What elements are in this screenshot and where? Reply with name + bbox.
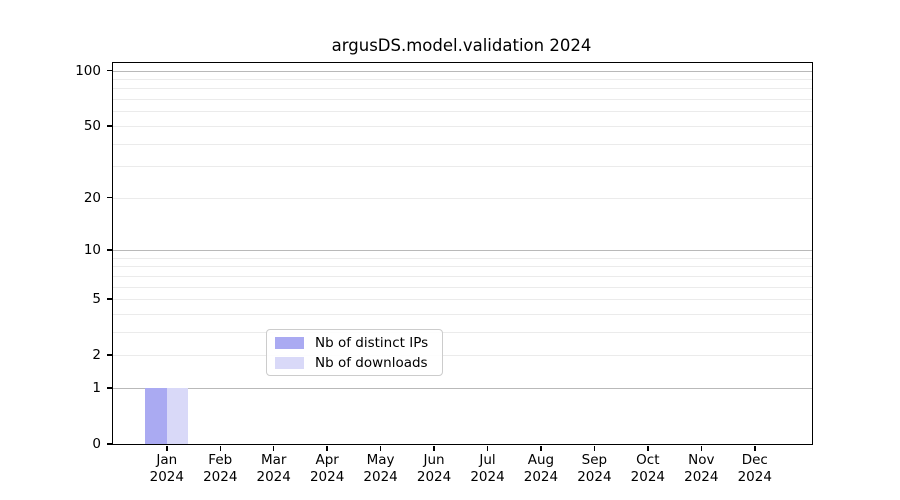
y-gridline-minor [113,99,812,101]
y-gridline-minor [113,286,812,288]
x-tick-year: 2024 [203,469,238,485]
legend-item-distinct-ips: Nb of distinct IPs [275,335,434,351]
y-tick-mark [106,298,112,300]
x-tick-month: Feb [208,452,233,468]
y-gridline-minor [113,111,812,113]
x-tick-month: Apr [315,452,339,468]
x-tick-month: Nov [688,452,715,468]
x-tick-label: Jan 2024 [127,452,207,486]
x-tick-label: May 2024 [341,452,421,486]
bar-nb-of-downloads [166,387,189,444]
x-tick-month: Jan [156,452,178,468]
y-gridline-minor [113,275,812,277]
legend-label-distinct-ips: Nb of distinct IPs [315,334,429,351]
y-gridline-minor [113,143,812,145]
x-tick-mark [647,445,649,451]
y-gridline-major [113,387,812,389]
y-gridline-minor [113,79,812,81]
y-tick-mark [106,249,112,251]
x-tick-month: Sep [581,452,608,468]
y-tick-mark [106,196,112,199]
y-gridline-minor [113,299,812,301]
x-tick-month: Jul [479,452,496,468]
x-tick-mark [272,445,275,451]
y-tick-mark [106,69,112,72]
plot-area: 0 1 2 5 10 20 50 100 Jan 2024 Feb 2024 Mar 2024 Apr 202… [75,62,813,485]
x-tick-year: 2024 [470,469,505,485]
y-tick-mark [106,354,112,356]
y-tick-mark [106,443,112,445]
legend: Nb of distinct IPs Nb of downloads [266,329,443,376]
y-tick-label: 100 [75,62,101,79]
y-tick-label: 5 [92,291,101,308]
x-tick-mark [433,445,435,451]
y-gridline-minor [113,125,812,127]
y-gridline-minor [113,355,812,357]
x-tick-label: Sep 2024 [554,452,634,486]
legend-item-downloads: Nb of downloads [275,355,434,371]
y-tick-label: 2 [92,347,101,364]
x-tick-year: 2024 [416,469,452,485]
y-tick-label: 20 [83,189,101,206]
x-tick-year: 2024 [149,469,184,485]
y-tick-mark [106,387,112,389]
x-tick-mark [166,445,168,451]
x-tick-label: Oct 2024 [608,452,688,486]
chart-title: argusDS.model.validation 2024 [331,36,592,55]
legend-swatch-distinct-ips [275,336,304,349]
x-tick-mark [486,445,489,451]
y-tick-label: 0 [92,436,101,452]
x-tick-mark [754,445,756,451]
x-tick-year: 2024 [630,469,666,485]
y-gridline-minor [113,266,812,268]
x-tick-year: 2024 [256,469,291,485]
y-gridline-minor [113,257,812,259]
x-tick-year: 2024 [523,469,559,485]
x-tick-year: 2024 [363,469,398,485]
x-tick-month: Mar [260,452,287,468]
legend-label-downloads: Nb of downloads [315,354,428,371]
y-tick-label: 50 [83,117,101,134]
y-gridline-major [113,250,812,251]
x-tick-year: 2024 [577,469,612,485]
x-tick-year: 2024 [684,469,719,485]
y-tick-mark [106,125,112,127]
x-tick-mark [700,445,703,451]
x-tick-mark [593,445,596,451]
bar-nb-of-distinct-ips [145,387,167,444]
x-tick-year: 2024 [737,469,772,485]
legend-swatch-downloads [275,356,304,369]
x-tick-mark [379,445,382,451]
x-tick-label: Nov 2024 [661,452,741,486]
x-tick-mark [326,445,328,451]
y-gridline-major [113,70,812,72]
x-tick-label: Jun 2024 [394,452,474,486]
x-tick-mark [219,445,221,451]
y-gridline-minor [113,331,812,333]
x-tick-year: 2024 [309,469,345,485]
x-tick-mark [540,445,542,451]
x-tick-label: Dec 2024 [715,452,795,486]
x-tick-label: Feb 2024 [180,452,260,486]
x-tick-label: Mar 2024 [234,452,314,486]
y-gridline-minor [113,166,812,168]
x-tick-label: Apr 2024 [287,452,367,486]
x-tick-month: Aug [527,452,555,468]
x-tick-month: Oct [636,452,660,468]
y-gridline-minor [113,313,812,315]
y-gridline-minor [113,88,812,90]
x-tick-label: Jul 2024 [448,452,528,486]
x-tick-month: May [366,452,395,468]
y-tick-label: 1 [92,379,101,396]
x-tick-month: Dec [741,452,768,468]
y-tick-label: 10 [83,242,101,258]
x-tick-month: Jun [423,452,445,468]
x-tick-label: Aug 2024 [501,452,581,486]
y-gridline-minor [113,197,812,199]
